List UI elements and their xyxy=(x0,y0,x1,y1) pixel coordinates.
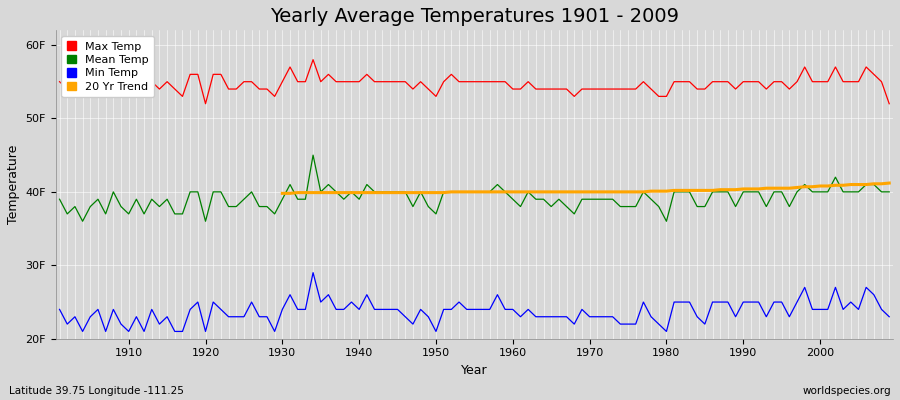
Legend: Max Temp, Mean Temp, Min Temp, 20 Yr Trend: Max Temp, Mean Temp, Min Temp, 20 Yr Tre… xyxy=(61,36,154,97)
Text: worldspecies.org: worldspecies.org xyxy=(803,386,891,396)
Title: Yearly Average Temperatures 1901 - 2009: Yearly Average Temperatures 1901 - 2009 xyxy=(270,7,679,26)
Text: Latitude 39.75 Longitude -111.25: Latitude 39.75 Longitude -111.25 xyxy=(9,386,184,396)
Y-axis label: Temperature: Temperature xyxy=(7,145,20,224)
X-axis label: Year: Year xyxy=(461,364,488,377)
